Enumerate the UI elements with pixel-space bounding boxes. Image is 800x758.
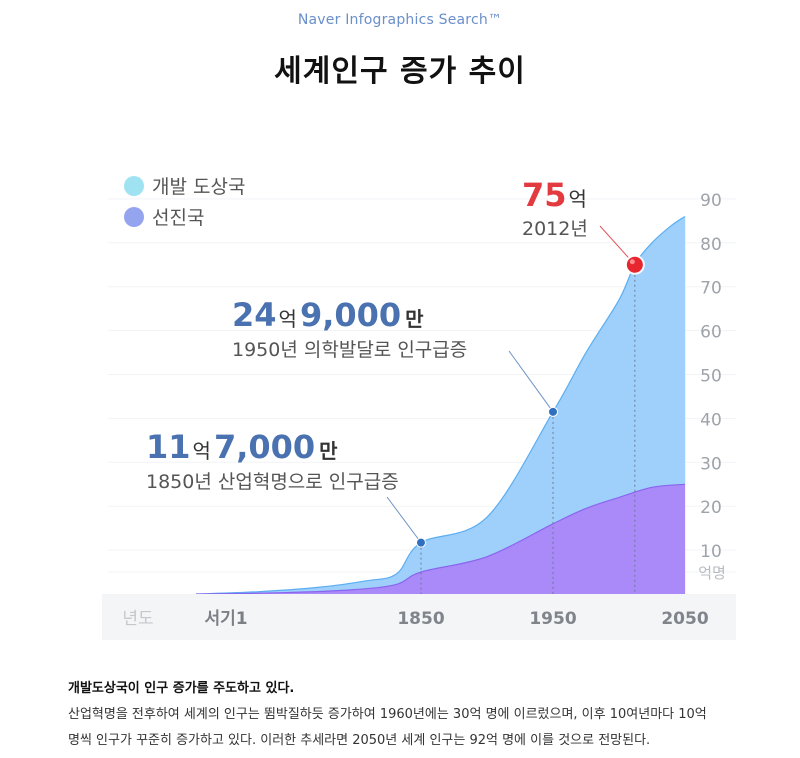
y-tick-label: 40 — [700, 410, 722, 430]
annotation-caption: 1850년 산업혁명으로 인구급증 — [146, 471, 399, 493]
annotation-num1: 11 — [146, 428, 191, 466]
x-tick-label: 서기1 — [204, 609, 247, 629]
series-line-1 — [195, 215, 686, 595]
x-axis-background — [102, 594, 736, 640]
annotation-unit1: 억 — [569, 187, 587, 211]
annotation-caption: 2012년 — [522, 218, 588, 240]
description-headline: 개발도상국이 인구 증가를 주도하고 있다. — [68, 681, 295, 696]
x-axis-label: 년도 — [122, 609, 153, 629]
annotation-unit1: 억 — [193, 439, 211, 463]
annotation-point-shine — [629, 259, 635, 265]
y-tick-label: 20 — [700, 498, 722, 518]
description-line-1: 산업혁명을 전후하여 세계의 인구는 뜀박질하듯 증가하여 1960년에는 30… — [68, 707, 707, 722]
annotation-num2: 9,000 — [300, 296, 401, 334]
annotation-num1: 24 — [232, 296, 277, 334]
annotation-caption: 1950년 의학발달로 인구급증 — [232, 339, 467, 361]
x-tick-label: 2050 — [661, 609, 708, 629]
population-chart: 년도 서기1 1850 1950 2050 10 20 30 40 50 60 70 80 90 억명 개… — [102, 176, 736, 640]
chart-areas — [195, 215, 686, 595]
annotation-point — [548, 406, 558, 417]
x-tick-label: 1850 — [397, 609, 444, 629]
series-line-2 — [195, 483, 686, 595]
y-tick-label: 60 — [700, 323, 722, 343]
annotation-value: 24 억9,000 만 — [232, 296, 424, 334]
y-tick-label: 70 — [700, 279, 722, 299]
series-area-1 — [196, 216, 685, 594]
annotation-leader — [508, 350, 554, 413]
legend-swatch — [124, 207, 144, 227]
legend-swatch — [124, 176, 144, 196]
annotation-unit1: 억 — [279, 307, 297, 331]
annotation-value: 75 억 — [522, 176, 587, 214]
brand-label: Naver Infographics Search™ — [297, 12, 503, 28]
series-area-2 — [196, 484, 685, 594]
description-block: 개발도상국이 인구 증가를 주도하고 있다. 산업혁명을 전후하여 세계의 인구… — [68, 676, 768, 754]
y-tick-label: 10 — [700, 542, 722, 562]
x-axis-bar: 년도 서기1 1850 1950 2050 — [102, 594, 736, 640]
annotation-leader — [386, 496, 422, 543]
annotation-point — [416, 537, 426, 548]
annotation-num1: 75 — [522, 176, 567, 214]
y-tick-label: 50 — [700, 367, 722, 387]
y-tick-label: 30 — [700, 454, 722, 474]
annotation-unit2: 만 — [405, 307, 424, 331]
legend-label: 개발 도상국 — [152, 176, 245, 198]
annotation-unit2: 만 — [319, 439, 338, 463]
y-axis-unit: 억명 — [698, 564, 726, 582]
annotation-value: 11 억7,000 만 — [146, 428, 338, 466]
y-tick-label: 90 — [700, 191, 722, 211]
y-tick-label: 80 — [700, 235, 722, 255]
description-line-2: 명씩 인구가 꾸준히 증가하고 있다. 이러한 추세라면 2050년 세계 인구… — [68, 733, 651, 748]
annotation-point — [626, 256, 643, 273]
legend-label: 선진국 — [152, 207, 204, 229]
page-title: 세계인구 증가 추이 — [274, 54, 526, 89]
x-tick-label: 1950 — [529, 609, 576, 629]
y-axis-ticks: 10 20 30 40 50 60 70 80 90 억명 — [698, 191, 726, 582]
annotation-num2: 7,000 — [214, 428, 315, 466]
